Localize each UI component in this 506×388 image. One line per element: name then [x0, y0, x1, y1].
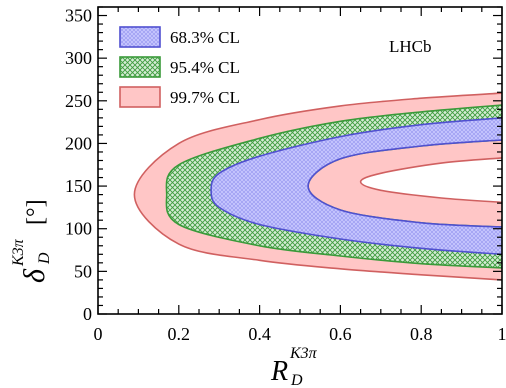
legend-item-997: 99.7% CL	[119, 86, 240, 108]
y-tick-label: 350	[65, 6, 92, 26]
legend-swatch	[119, 86, 161, 108]
svg-text:R: R	[270, 356, 288, 387]
legend-swatch	[119, 26, 161, 48]
y-tick-label: 0	[83, 304, 92, 324]
x-tick-label: 0.8	[410, 324, 433, 344]
svg-text:K3π: K3π	[10, 238, 27, 267]
x-tick-label: 0.4	[248, 324, 271, 344]
region-outer-boundary	[133, 92, 502, 281]
region-outer-boundary	[165, 104, 502, 269]
y-tick-label: 300	[65, 48, 92, 68]
x-tick-label: 0.6	[329, 324, 352, 344]
x-tick-label: 0	[94, 324, 103, 344]
confidence-regions	[133, 92, 502, 281]
x-axis-label: R K3π D	[270, 345, 318, 388]
legend-item-954: 95.4% CL	[119, 56, 240, 78]
x-tick-label: 0.2	[168, 324, 191, 344]
y-axis-label: δ K3π D [°]	[10, 199, 53, 283]
region-outer-boundary	[210, 117, 502, 256]
region-inner-boundary	[307, 139, 502, 228]
svg-text:[°]: [°]	[23, 199, 49, 225]
lhcb-annotation: LHCb	[389, 37, 432, 56]
legend-label: 99.7% CL	[170, 88, 240, 107]
axis-ticks	[97, 6, 503, 315]
y-tick-label: 250	[65, 91, 92, 111]
x-tick-labels: 0 0.2 0.4 0.6 0.8 1	[94, 324, 506, 344]
legend-swatch	[119, 56, 161, 78]
svg-text:D: D	[36, 252, 53, 265]
svg-text:δ: δ	[18, 268, 51, 283]
y-tick-label: 200	[65, 133, 92, 153]
y-tick-labels: 0 50 100 150 200 250 300 350	[65, 6, 92, 324]
legend-item-683: 68.3% CL	[119, 26, 240, 48]
y-tick-label: 100	[65, 219, 92, 239]
svg-text:D: D	[290, 372, 303, 388]
x-tick-label: 1	[498, 324, 506, 344]
legend: 68.3% CL 95.4% CL 99.7% CL	[119, 26, 240, 108]
y-tick-label: 150	[65, 176, 92, 196]
legend-label: 95.4% CL	[170, 58, 240, 77]
legend-label: 68.3% CL	[170, 28, 240, 47]
region-inner-boundary	[359, 157, 502, 204]
y-tick-label: 50	[74, 261, 92, 281]
region-683-cl	[210, 117, 502, 256]
svg-text:K3π: K3π	[289, 345, 318, 362]
